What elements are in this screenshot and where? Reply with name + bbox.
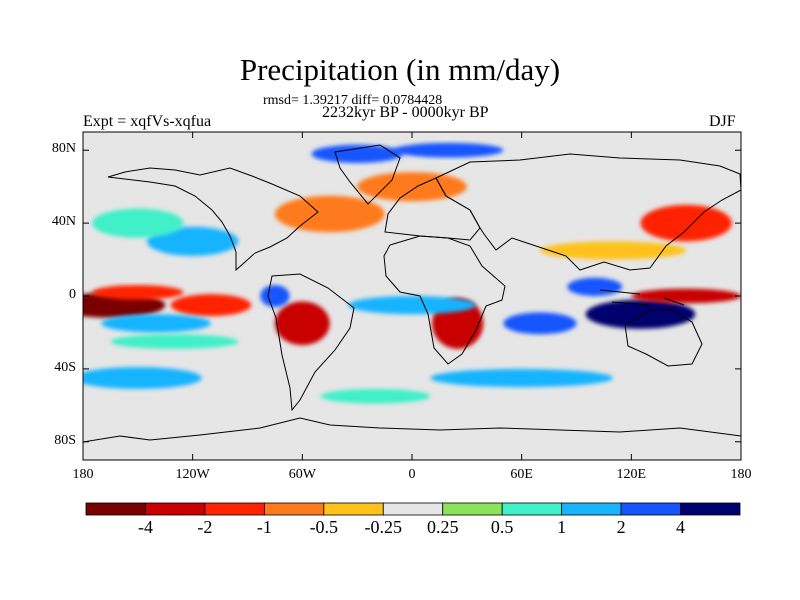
lat-label: 40N xyxy=(51,214,76,230)
figure-title: Precipitation (in mm/day) xyxy=(239,52,561,87)
coast-australia xyxy=(624,309,703,367)
colorbar-box xyxy=(323,502,384,516)
precip-anomaly-region xyxy=(640,204,732,242)
colorbar-label: 0.5 xyxy=(490,517,514,537)
colorbar-label: 0.25 xyxy=(426,517,459,537)
lon-label: 0 xyxy=(408,467,416,482)
coast-asia xyxy=(435,153,741,271)
precip-field xyxy=(83,142,741,404)
period-label: 2232kyr BP - 0000kyr BP xyxy=(322,104,489,121)
coast-antarctica xyxy=(83,417,741,443)
colorbar-label: -0.25 xyxy=(364,517,403,537)
lat-label: 80S xyxy=(54,432,76,448)
lon-label: 120W xyxy=(175,467,210,482)
colorbar-box xyxy=(501,502,563,516)
precip-anomaly-region xyxy=(357,172,467,202)
colorbar-box xyxy=(145,502,206,516)
colorbar-label: 2 xyxy=(616,517,626,537)
precip-anomaly-region xyxy=(146,226,239,256)
colorbar-label: 1 xyxy=(557,517,567,537)
colorbar-box xyxy=(620,502,681,516)
precip-anomaly-region xyxy=(92,208,184,238)
precip-anomaly-region xyxy=(631,288,741,304)
colorbar-box xyxy=(263,502,325,516)
precip-anomaly-region xyxy=(348,296,476,315)
colorbar-box xyxy=(442,502,503,516)
precip-anomaly-region xyxy=(83,367,202,389)
colorbar xyxy=(85,502,741,516)
colorbar-box xyxy=(382,502,444,516)
precip-anomaly-region xyxy=(311,144,403,163)
season-label: DJF xyxy=(709,113,736,130)
precip-anomaly-region xyxy=(430,368,614,388)
coast-africa xyxy=(383,235,506,365)
coastlines xyxy=(83,144,741,443)
precip-anomaly-region xyxy=(92,285,184,300)
colorbar-label: -0.5 xyxy=(309,517,339,537)
colorbar-box xyxy=(561,502,622,516)
lat-label: 0 xyxy=(69,287,76,302)
colorbar-label: -2 xyxy=(197,517,213,537)
coast-greenland xyxy=(334,144,401,205)
precip-anomaly-region xyxy=(585,299,696,329)
experiment-label: Expt = xqfVs-xqfua xyxy=(83,113,212,130)
lat-label: 40S xyxy=(54,359,76,375)
colorbar-label: 4 xyxy=(676,517,686,537)
precip-anomaly-region xyxy=(539,241,687,260)
coast-north-america xyxy=(107,167,319,272)
lon-label: 120E xyxy=(616,467,647,482)
colorbar-box xyxy=(680,502,741,516)
lon-label: 60W xyxy=(288,467,316,482)
precip-anomaly-region xyxy=(170,294,252,317)
colorbar-box xyxy=(204,502,265,516)
precip-anomaly-region xyxy=(110,334,239,349)
colorbar-label: -1 xyxy=(256,517,272,537)
lat-label: 80N xyxy=(51,141,76,157)
precip-anomaly-region xyxy=(274,301,330,346)
stats-text: rmsd= 1.39217 diff= 0.0784428 xyxy=(263,93,443,108)
coast-south-america xyxy=(267,273,355,412)
lon-label: 60E xyxy=(510,467,533,482)
lon-label: 180 xyxy=(72,467,94,482)
precip-anomaly-region xyxy=(260,285,290,307)
precip-anomaly-region xyxy=(567,277,623,296)
lon-label: 180 xyxy=(730,467,752,482)
precip-anomaly-region xyxy=(274,195,385,233)
colorbar-box xyxy=(85,502,146,516)
axis-ticks xyxy=(82,132,742,460)
precip-anomaly-region xyxy=(503,312,577,335)
coast-indonesia xyxy=(599,289,685,306)
precip-anomaly-region xyxy=(320,388,431,404)
precip-anomaly-region xyxy=(101,314,211,333)
colorbar-label: -4 xyxy=(137,517,153,537)
precip-anomaly-region xyxy=(393,142,504,158)
